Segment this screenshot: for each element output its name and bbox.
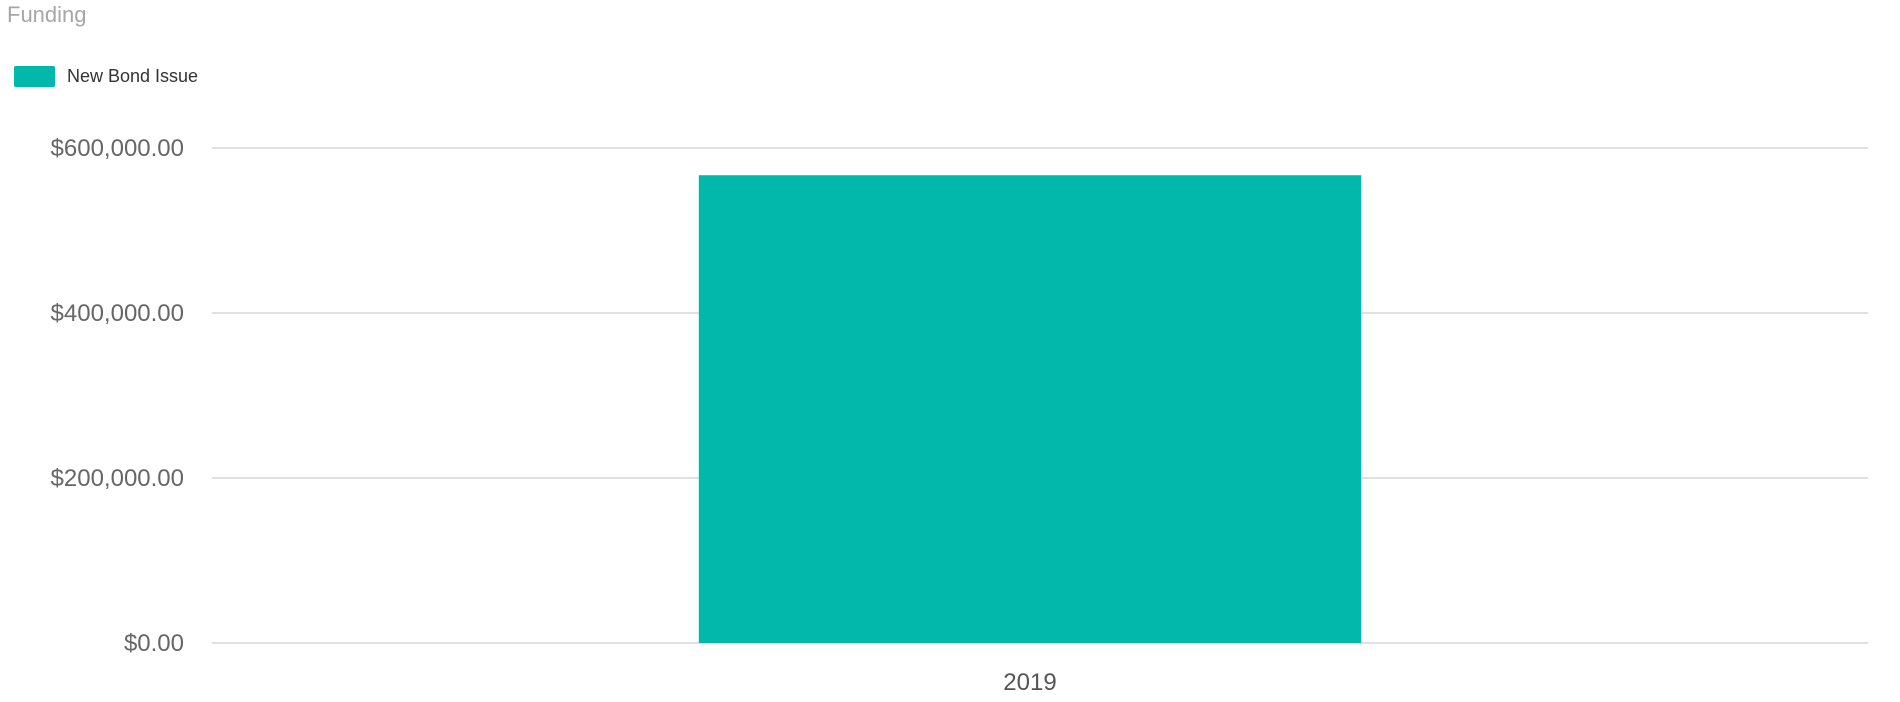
y-tick-label: $600,000.00 [51,135,184,162]
x-category-label: 2019 [1003,669,1056,696]
y-tick-label: $400,000.00 [51,300,184,327]
legend: New Bond Issue [14,66,198,87]
y-tick-label: $200,000.00 [51,465,184,492]
bar [698,175,1362,643]
y-tick-label: $0.00 [124,630,184,657]
chart-title: Funding [7,2,87,27]
legend-label: New Bond Issue [67,66,199,86]
legend-swatch [14,66,55,87]
